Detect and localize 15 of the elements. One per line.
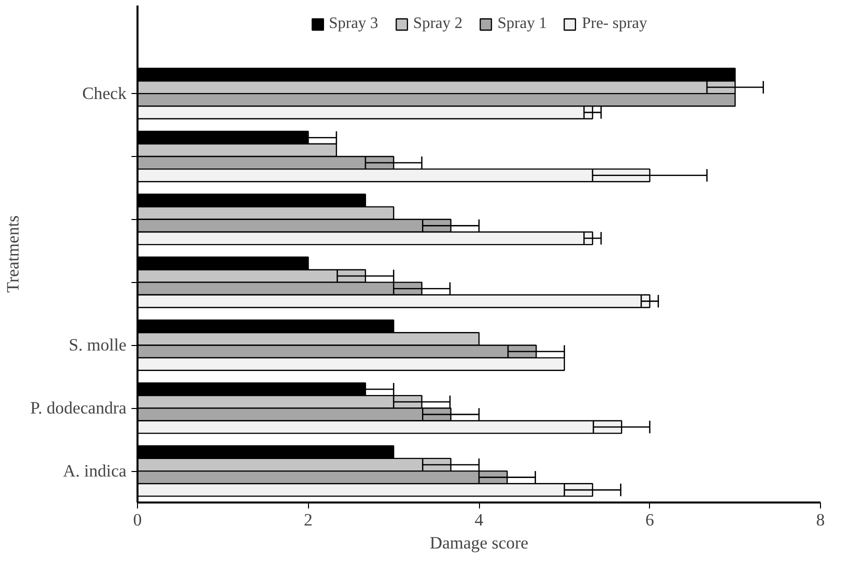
x-tick-label: 4 xyxy=(474,510,484,530)
y-tick-label: Check xyxy=(82,84,127,104)
legend-label: Spray 2 xyxy=(413,15,463,33)
y-axis-title: Treatments xyxy=(3,215,22,293)
y-tick-label: A. indica xyxy=(62,462,127,481)
legend-label: Spray 3 xyxy=(328,15,378,33)
legend-label: Spray 1 xyxy=(498,15,547,33)
x-axis-title: Damage score xyxy=(430,534,529,552)
y-tick-label: P. dodecandra xyxy=(30,398,127,418)
legend-label: Pre- spray xyxy=(582,15,648,33)
y-tick-label: S. molle xyxy=(68,336,127,355)
x-tick-label: 8 xyxy=(816,510,825,530)
x-tick-label: 6 xyxy=(645,510,654,530)
x-tick-label: 0 xyxy=(133,510,142,530)
x-tick-label: 2 xyxy=(304,510,313,530)
